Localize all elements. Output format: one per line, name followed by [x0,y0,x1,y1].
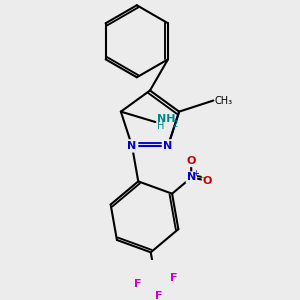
Text: H: H [158,121,165,131]
Text: +: + [192,169,199,178]
Text: CH₃: CH₃ [215,95,233,106]
Text: N: N [164,141,172,151]
Text: N: N [187,172,196,182]
Text: N: N [128,141,136,151]
Text: 2: 2 [172,120,177,129]
Text: F: F [170,273,177,283]
Text: ⁻: ⁻ [200,176,205,186]
Text: F: F [134,279,142,289]
Text: O: O [186,156,196,166]
Text: NH: NH [158,114,176,124]
Text: F: F [155,291,162,300]
Text: O: O [203,176,212,186]
